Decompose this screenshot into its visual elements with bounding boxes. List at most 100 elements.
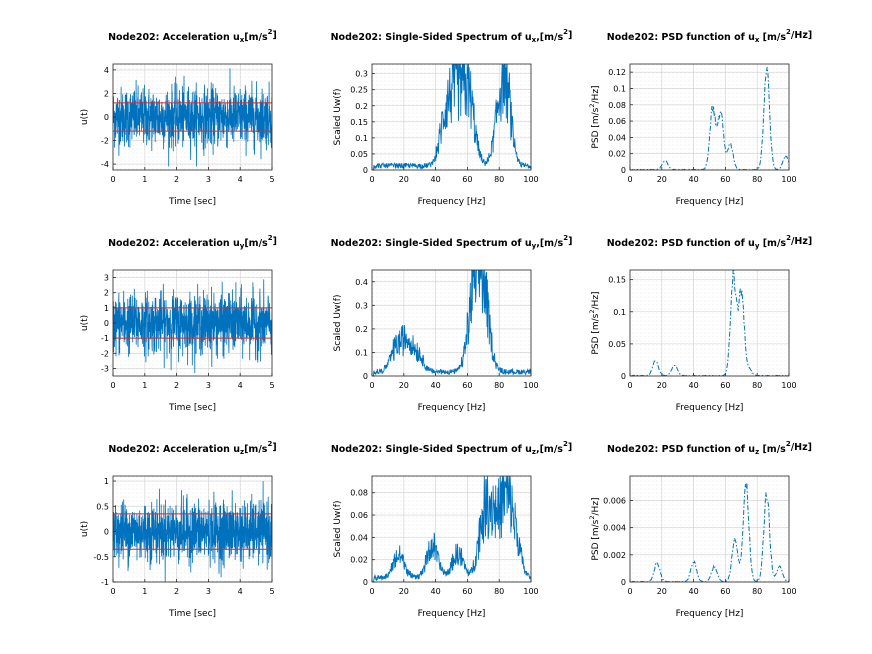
plot-title-part: ] — [568, 30, 572, 41]
y-tick-label: 0.3 — [355, 301, 368, 310]
spectrum-line — [372, 270, 531, 376]
x-axis-label: Frequency [Hz] — [418, 609, 486, 619]
x-tick-label: 80 — [494, 587, 504, 596]
y-tick-label: -4 — [101, 160, 109, 169]
plot-title-part: y — [240, 242, 245, 250]
x-tick-label: 5 — [269, 175, 274, 184]
spectrum-line — [372, 64, 531, 170]
y-tick-label: -1 — [101, 334, 109, 343]
x-tick-label: 100 — [781, 175, 796, 184]
plot-title-part: [m/s — [244, 32, 268, 43]
y-tick-label: -0.5 — [93, 553, 109, 562]
y-tick-label: 1 — [104, 477, 109, 486]
plot-title-part: Node202: PSD function of u — [607, 444, 755, 455]
x-axis-label: Time [sec] — [168, 403, 216, 413]
plot-title-part: 2 — [786, 28, 791, 36]
x-tick-label: 2 — [174, 587, 179, 596]
y-tick-label: 0.02 — [350, 556, 368, 565]
x-tick-label: 0 — [369, 175, 374, 184]
plot-title-part: Node202: PSD function of u — [607, 32, 755, 43]
spectrum-line — [372, 476, 531, 582]
y-tick-label: 2 — [104, 89, 109, 98]
y-axis-label-part: PSD [m/s — [591, 519, 601, 560]
x-tick-label: 60 — [462, 587, 472, 596]
plot-title-part: Node202: Acceleration u — [108, 444, 240, 455]
x-tick-label: 0 — [627, 175, 632, 184]
x-tick-label: 0 — [110, 587, 115, 596]
plot-title-part: [m/s — [244, 238, 268, 249]
y-tick-label: 0.2 — [355, 325, 368, 334]
x-tick-label: 20 — [399, 587, 409, 596]
y-tick-label: 1 — [104, 304, 109, 313]
plot-title-part: y — [532, 242, 537, 250]
y-tick-label: 0.08 — [608, 101, 626, 110]
axes-box — [629, 63, 790, 171]
plot-title-part: z — [240, 448, 244, 456]
y-axis-label-part: PSD [m/s — [591, 107, 601, 148]
plot-title: Node202: PSD function of uz [m/s2/Hz] — [607, 440, 812, 456]
x-tick-label: 0 — [369, 381, 374, 390]
plot-title-part: ,[m/s — [536, 238, 563, 249]
plot-title-part: Node202: Single-Sided Spectrum of u — [331, 238, 532, 249]
plot-title-part: 2 — [268, 28, 273, 36]
y-tick-label: 0.002 — [603, 551, 626, 560]
y-tick-label: 0.1 — [355, 348, 368, 357]
x-tick-label: 20 — [399, 381, 409, 390]
x-tick-label: 5 — [269, 587, 274, 596]
x-tick-label: 4 — [238, 381, 243, 390]
y-tick-label: 0.05 — [350, 150, 368, 159]
axes-box — [371, 269, 532, 377]
x-axis-label: Time [sec] — [168, 197, 216, 207]
plot-title-part: ] — [272, 442, 276, 453]
y-axis-label: Scaled Uw(f) — [333, 501, 343, 558]
x-tick-label: 20 — [657, 587, 667, 596]
plot-title-part: /Hz] — [791, 30, 812, 41]
y-axis-label-part: 2 — [588, 103, 596, 107]
subplot-ax-psd-x: 0 20 40 60 80 100 0 0.02 0.04 0.06 0.08 0.1 0.12 Node… — [588, 28, 812, 207]
y-tick-label: 0.3 — [355, 70, 368, 79]
y-axis-label-part: /Hz] — [591, 291, 601, 309]
x-tick-label: 40 — [431, 587, 441, 596]
x-tick-label: 20 — [657, 175, 667, 184]
plot-title-part: z — [532, 448, 536, 456]
x-tick-label: 3 — [206, 175, 211, 184]
subplot-ax-spec-x: 0 20 40 60 80 100 0 0.05 0.1 0.15 0.2 0.25 0.3 Node20… — [331, 28, 573, 207]
minor-grid — [630, 64, 789, 170]
y-tick-label: 0.2 — [355, 102, 368, 111]
plot-title-part: x — [532, 36, 537, 44]
plot-title: Node202: Acceleration ux[m/s2] — [108, 28, 277, 44]
y-tick-label: 0.5 — [96, 502, 109, 511]
x-axis-label: Frequency [Hz] — [418, 197, 486, 207]
x-tick-label: 60 — [720, 381, 730, 390]
y-tick-label: 0.25 — [350, 86, 368, 95]
x-tick-label: 40 — [689, 381, 699, 390]
subplot-ax-psd-y: 0 20 40 60 80 100 0 0.05 0.1 0.15 Node202: PSD fun… — [588, 234, 812, 413]
y-tick-label: 0 — [363, 166, 368, 175]
x-tick-label: 60 — [720, 587, 730, 596]
y-axis-label: u(t) — [80, 521, 90, 537]
y-tick-label: 0 — [104, 319, 109, 328]
plot-title-part: /Hz] — [791, 442, 812, 453]
plot-title-part: ] — [273, 30, 277, 41]
y-axis-label-part: 2 — [588, 309, 596, 313]
x-tick-label: 0 — [369, 587, 374, 596]
y-axis-label-part: 2 — [588, 515, 596, 519]
plot-title-part: ] — [568, 442, 572, 453]
x-tick-label: 5 — [269, 381, 274, 390]
plot-title-part: z — [755, 448, 759, 456]
y-tick-label: -2 — [101, 137, 109, 146]
x-tick-label: 60 — [462, 381, 472, 390]
plot-title-part: 2 — [563, 28, 568, 36]
plot-title-part: ] — [568, 236, 572, 247]
plot-title-part: Node202: Single-Sided Spectrum of u — [331, 444, 532, 455]
x-tick-label: 2 — [174, 381, 179, 390]
axes-box — [371, 63, 532, 171]
psd-line — [630, 482, 789, 582]
x-tick-label: 1 — [142, 587, 147, 596]
plot-title-part: Node202: Acceleration u — [108, 238, 240, 249]
y-tick-label: 0.1 — [355, 134, 368, 143]
y-tick-label: 0 — [621, 166, 626, 175]
x-tick-label: 100 — [781, 587, 796, 596]
